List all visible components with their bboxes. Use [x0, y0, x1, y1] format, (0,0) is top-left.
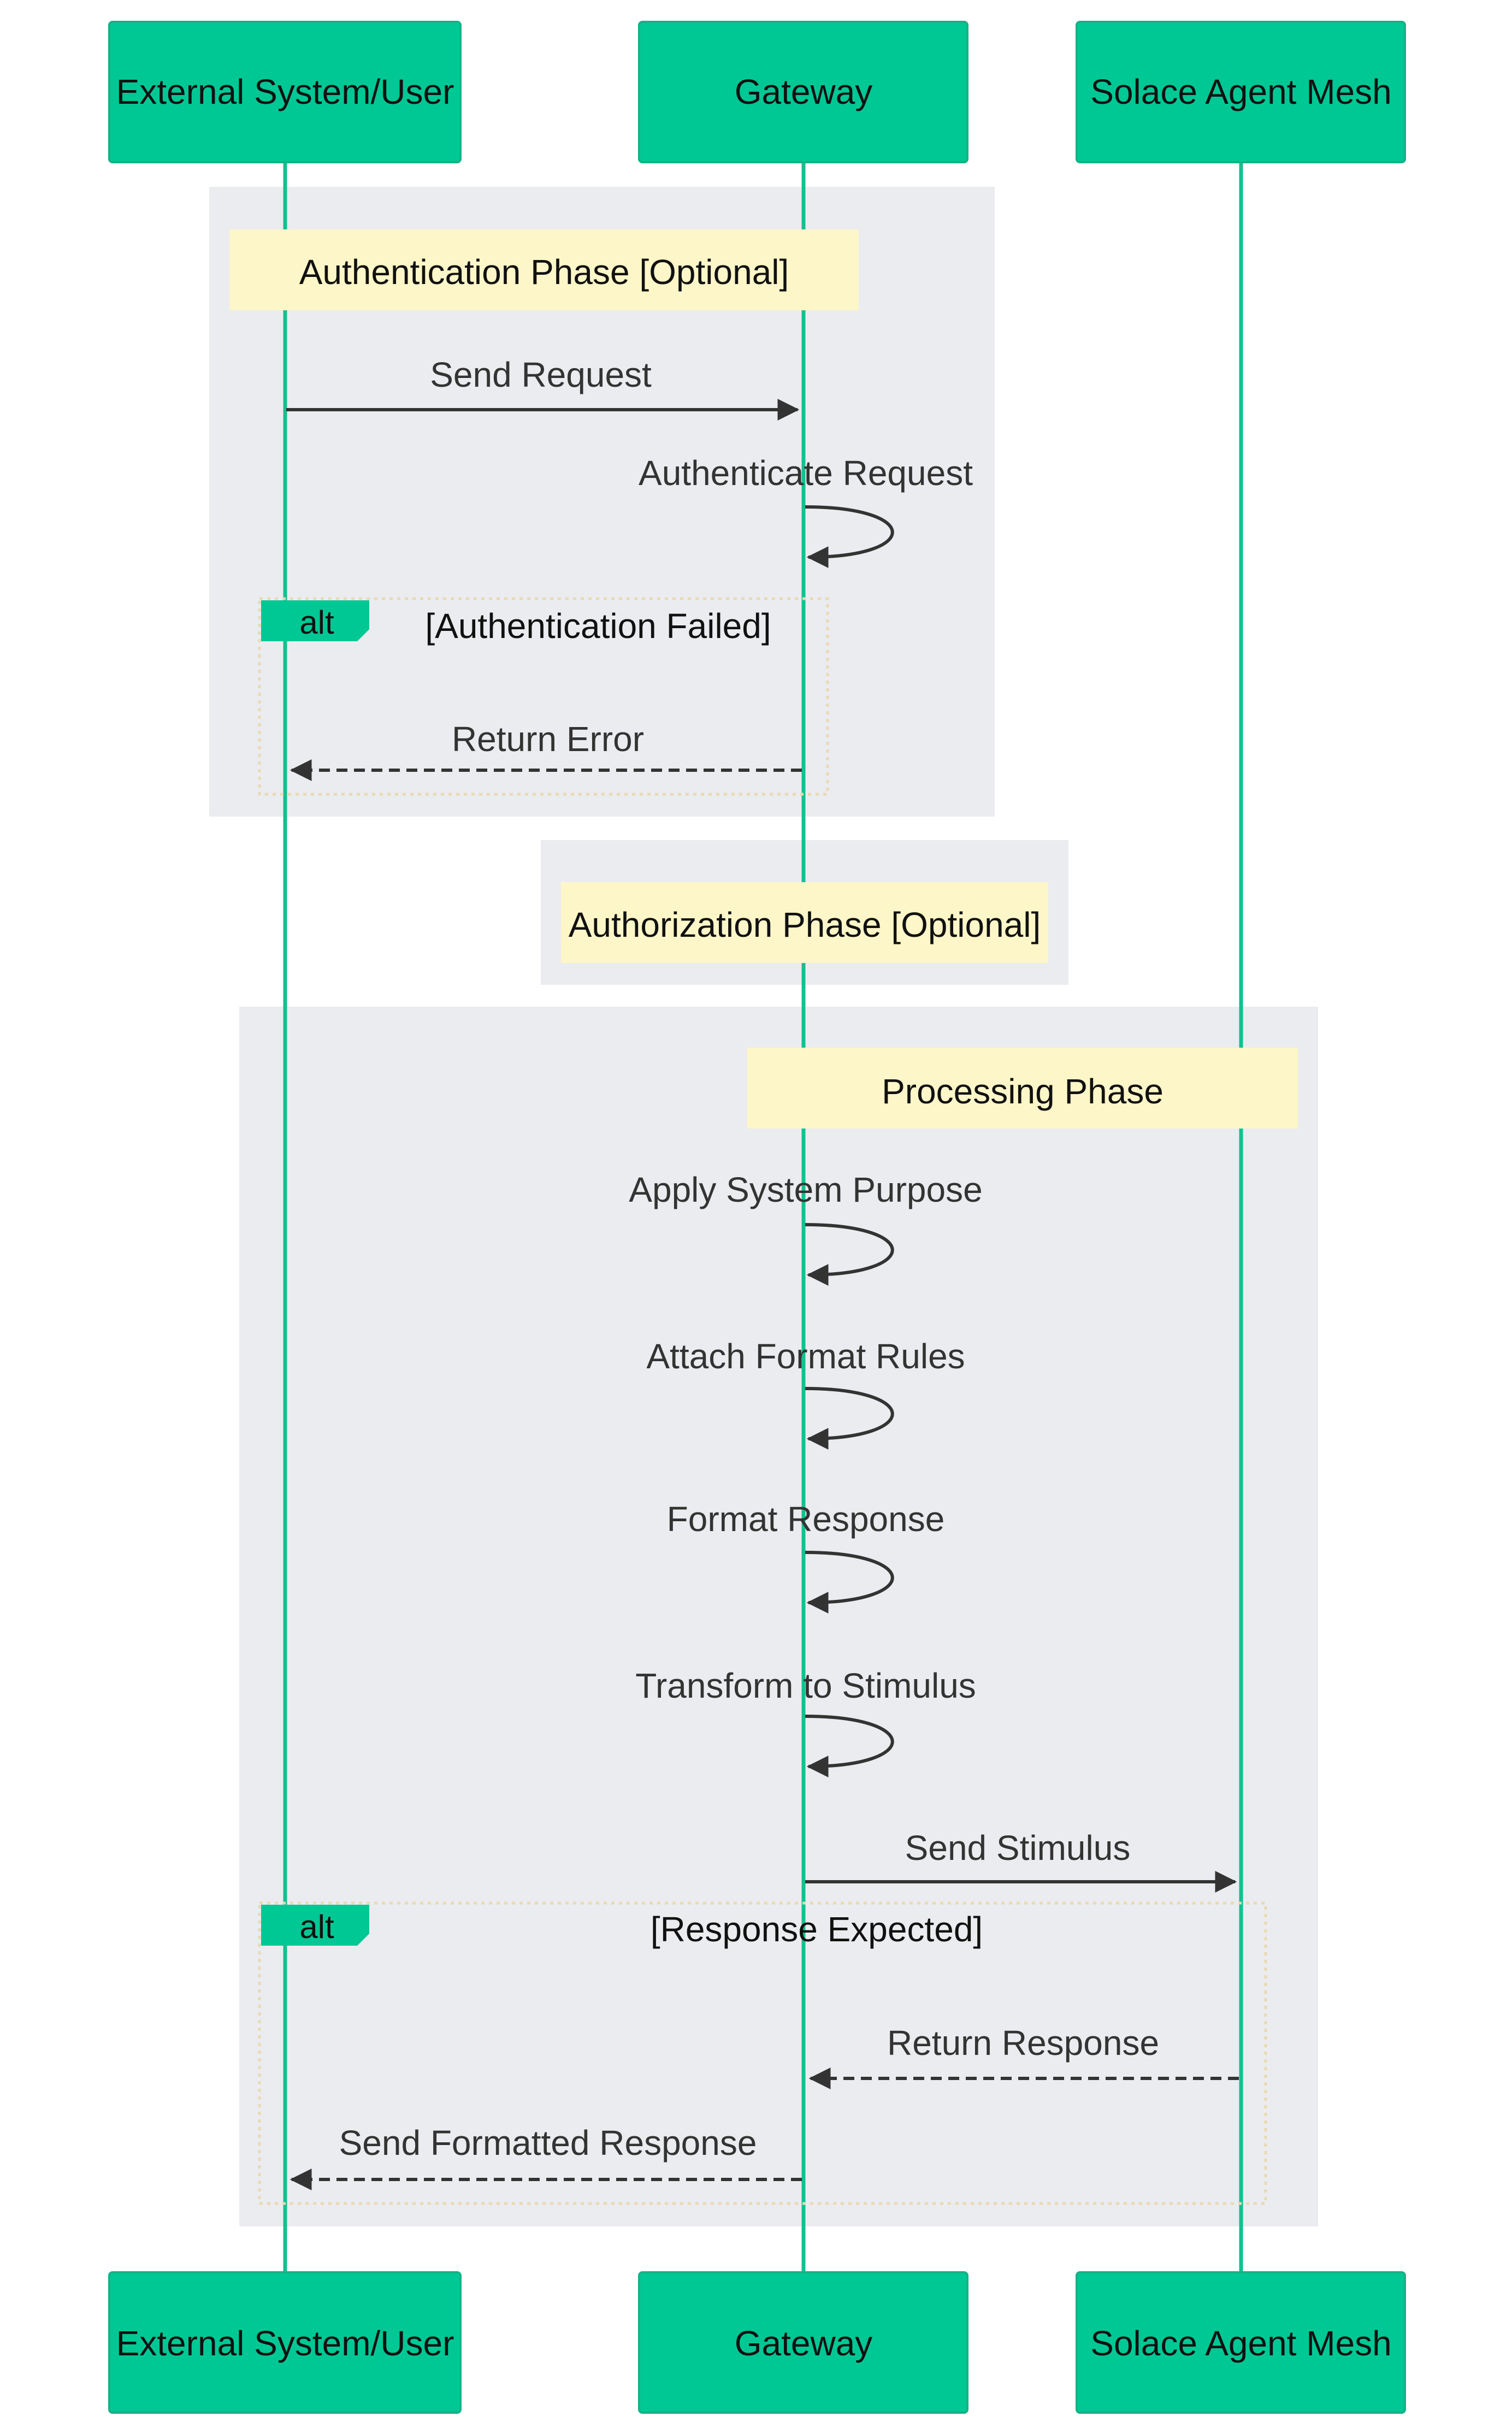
message-label: Send Request: [430, 355, 652, 394]
message-label: Send Formatted Response: [339, 2123, 757, 2163]
participant-label: Gateway: [735, 72, 873, 111]
message-label: Transform to Stimulus: [635, 1666, 976, 1705]
self-message-arrow: [805, 1715, 894, 1777]
message-return-error: Return Error: [290, 719, 802, 781]
participant-box: [108, 2271, 462, 2414]
alt-frame: [258, 1901, 1267, 2205]
participant-solace-agent-mesh-bottom: Solace Agent Mesh: [1076, 2271, 1406, 2414]
note-processing-phase-box: [747, 1048, 1298, 1129]
message-label: Return Error: [452, 719, 644, 759]
alt-block-authentication-failed: alt [Authentication Failed]: [258, 597, 829, 796]
participant-label: Solace Agent Mesh: [1090, 2324, 1391, 2363]
message-send-formatted-response: Send Formatted Response: [290, 2123, 802, 2190]
note-processing-phase: Processing Phase: [747, 1048, 1298, 1129]
participant-box: [638, 21, 968, 163]
self-message-arrow: [805, 505, 894, 568]
note-authentication-phase-label: Authentication Phase [Optional]: [299, 252, 789, 292]
message-format-response: Format Response: [667, 1499, 945, 1614]
self-message-arrow: [805, 1551, 894, 1614]
self-message-arrow: [805, 1223, 894, 1286]
message-send-stimulus: Send Stimulus: [805, 1828, 1237, 1893]
note-authorization-phase-box: [561, 882, 1048, 963]
message-apply-system-purpose: Apply System Purpose: [629, 1170, 983, 1286]
participant-solace-agent-mesh-top: Solace Agent Mesh: [1076, 21, 1406, 163]
alt-frame: [258, 597, 829, 796]
note-authentication-phase-box: [229, 229, 859, 310]
message-label: Format Response: [667, 1499, 945, 1539]
participant-gateway-top: Gateway: [638, 21, 968, 163]
alt-keyword-label: alt: [299, 604, 334, 641]
message-authenticate-request: Authenticate Request: [639, 453, 973, 568]
participant-box: [1076, 2271, 1406, 2414]
self-message-arrow: [805, 1387, 894, 1450]
participant-label: External System/User: [116, 2324, 454, 2363]
alt-keyword-tab: [261, 600, 369, 641]
participant-box: [108, 21, 462, 163]
participant-label: External System/User: [116, 72, 454, 111]
note-authorization-phase-label: Authorization Phase [Optional]: [569, 905, 1041, 944]
participant-label: Gateway: [735, 2324, 873, 2363]
message-label: Authenticate Request: [639, 453, 973, 493]
message-transform-to-stimulus: Transform to Stimulus: [635, 1666, 976, 1777]
participant-box: [1076, 21, 1406, 163]
message-label: Send Stimulus: [905, 1828, 1131, 1868]
processing-phase-group: [239, 1007, 1318, 2226]
message-label: Apply System Purpose: [629, 1170, 982, 1209]
participant-label: Solace Agent Mesh: [1090, 72, 1391, 111]
message-label: Attach Format Rules: [646, 1337, 965, 1376]
alt-keyword-tab: [261, 1905, 369, 1946]
alt-condition-label: [Authentication Failed]: [425, 606, 771, 646]
alt-block-response-expected: alt [Response Expected]: [258, 1901, 1267, 2205]
participant-box: [638, 2271, 968, 2414]
message-label: Return Response: [887, 2023, 1159, 2063]
alt-condition-label: [Response Expected]: [651, 1910, 983, 1949]
participant-gateway-bottom: Gateway: [638, 2271, 968, 2414]
alt-keyword-label: alt: [299, 1909, 334, 1945]
note-authorization-phase: Authorization Phase [Optional]: [561, 882, 1048, 963]
message-attach-format-rules: Attach Format Rules: [646, 1337, 965, 1450]
message-send-request: Send Request: [286, 355, 800, 421]
participant-external-system-user-bottom: External System/User: [108, 2271, 462, 2414]
note-authentication-phase: Authentication Phase [Optional]: [229, 229, 859, 310]
note-processing-phase-label: Processing Phase: [882, 1072, 1163, 1111]
participant-external-system-user-top: External System/User: [108, 21, 462, 163]
message-return-response: Return Response: [808, 2023, 1239, 2089]
